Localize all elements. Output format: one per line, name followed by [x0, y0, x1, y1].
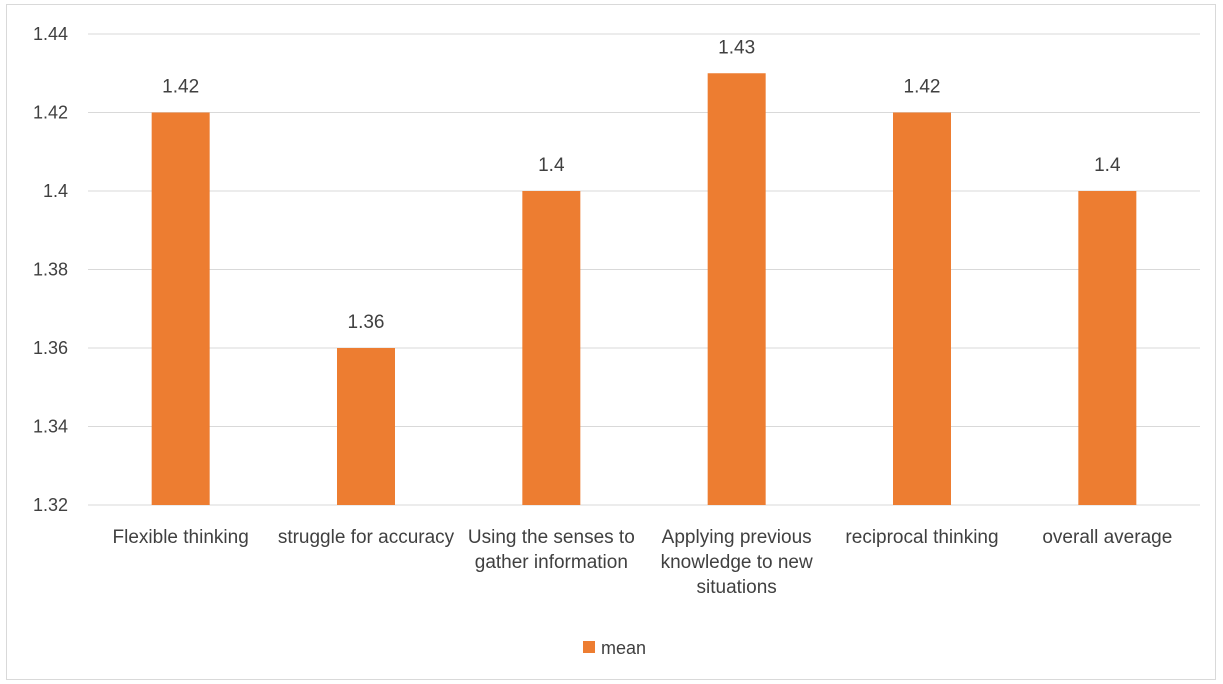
- y-tick-label: 1.38: [33, 260, 68, 280]
- x-axis: Flexible thinking struggle for accuracy Us…: [113, 527, 1173, 598]
- bar: [1078, 191, 1137, 505]
- data-label: 1.42: [162, 77, 199, 98]
- data-label: 1.42: [904, 77, 941, 98]
- y-tick-label: 1.44: [33, 24, 68, 44]
- y-tick-label: 1.32: [33, 495, 68, 515]
- bar: [337, 348, 395, 505]
- data-label: 1.4: [538, 155, 565, 176]
- y-tick-label: 1.4: [43, 181, 68, 201]
- x-tick-label: reciprocal thinking: [845, 527, 998, 548]
- x-tick-label: struggle for accuracy: [278, 527, 455, 548]
- bar: [151, 112, 210, 505]
- bar: [522, 191, 581, 505]
- data-label: 1.36: [348, 312, 385, 333]
- legend-swatch-mean: [583, 641, 595, 653]
- bar: [707, 73, 766, 505]
- legend: mean: [583, 638, 646, 658]
- x-tick-label: Applying previous knowledge to new situati…: [661, 527, 813, 598]
- bar: [893, 112, 951, 505]
- legend-label-mean: mean: [601, 638, 646, 658]
- data-labels: 1.42 1.36 1.4 1.43 1.42 1.4: [162, 37, 1121, 333]
- y-tick-label: 1.34: [33, 417, 68, 437]
- x-tick-label: Flexible thinking: [113, 527, 249, 548]
- y-tick-label: 1.42: [33, 103, 68, 123]
- data-label: 1.4: [1094, 155, 1121, 176]
- y-tick-label: 1.36: [33, 338, 68, 358]
- gridlines: [88, 33, 1200, 506]
- x-tick-label: overall average: [1042, 527, 1172, 548]
- x-tick-label: Using the senses to gather information: [468, 527, 635, 573]
- data-label: 1.43: [718, 37, 755, 58]
- bars: [151, 73, 1137, 505]
- y-axis: 1.32 1.34 1.36 1.38 1.4 1.42 1.44: [33, 24, 68, 515]
